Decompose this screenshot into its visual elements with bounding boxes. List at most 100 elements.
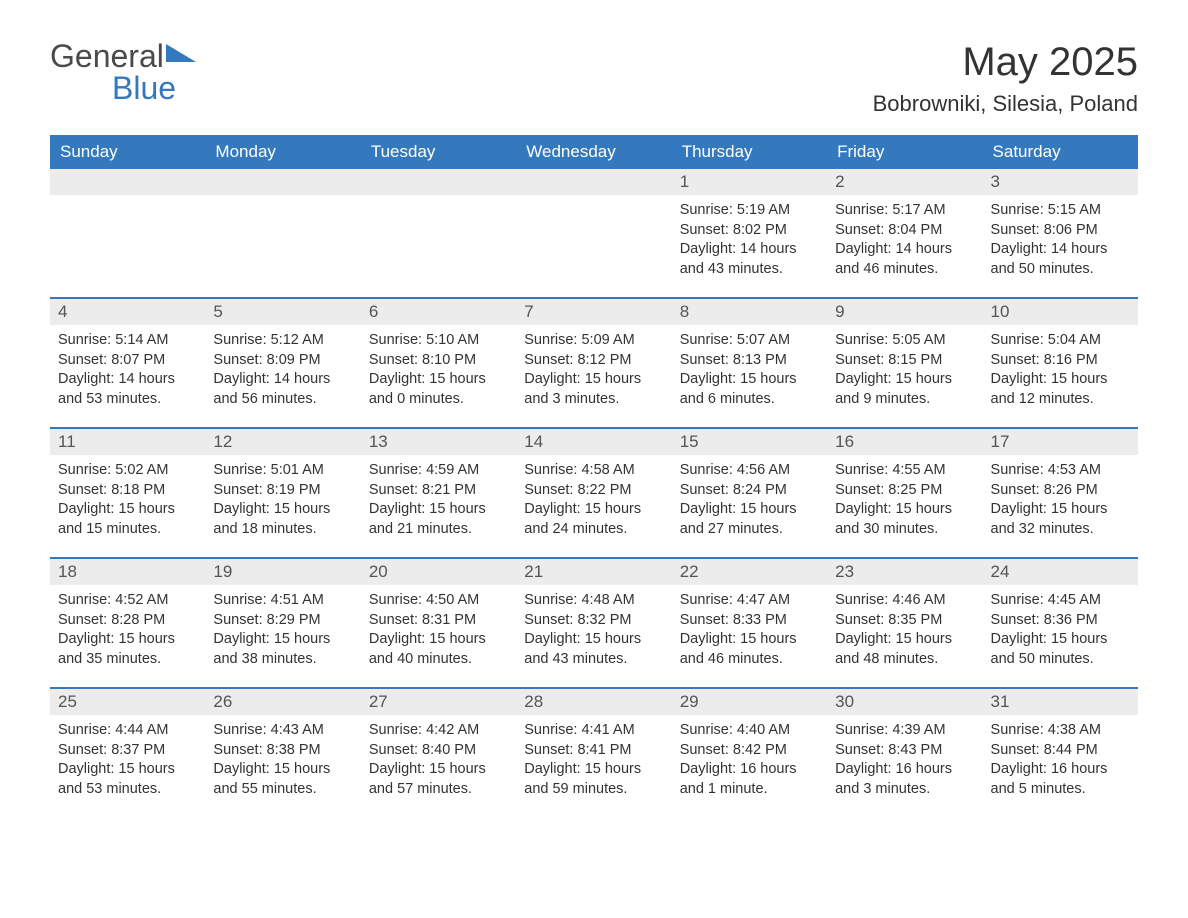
day-number: [50, 169, 205, 195]
logo: General Blue: [50, 40, 196, 104]
day-body: Sunrise: 4:56 AMSunset: 8:24 PMDaylight:…: [672, 455, 827, 547]
sunrise-text: Sunrise: 4:46 AM: [835, 591, 974, 611]
daylight-text: Daylight: 14 hours and 50 minutes.: [991, 240, 1130, 279]
day-cell: 1Sunrise: 5:19 AMSunset: 8:02 PMDaylight…: [672, 169, 827, 297]
sunrise-text: Sunrise: 5:12 AM: [213, 331, 352, 351]
day-body: Sunrise: 4:53 AMSunset: 8:26 PMDaylight:…: [983, 455, 1138, 547]
daylight-text: Daylight: 16 hours and 3 minutes.: [835, 760, 974, 799]
sunset-text: Sunset: 8:28 PM: [58, 611, 197, 631]
month-title: May 2025: [873, 40, 1138, 85]
sunset-text: Sunset: 8:32 PM: [524, 611, 663, 631]
sunset-text: Sunset: 8:36 PM: [991, 611, 1130, 631]
day-body: Sunrise: 4:46 AMSunset: 8:35 PMDaylight:…: [827, 585, 982, 677]
sunset-text: Sunset: 8:24 PM: [680, 481, 819, 501]
weekday-header: Wednesday: [516, 135, 671, 169]
sunset-text: Sunset: 8:19 PM: [213, 481, 352, 501]
sunrise-text: Sunrise: 4:58 AM: [524, 461, 663, 481]
weekday-header-row: Sunday Monday Tuesday Wednesday Thursday…: [50, 135, 1138, 169]
day-cell: 23Sunrise: 4:46 AMSunset: 8:35 PMDayligh…: [827, 559, 982, 687]
sunset-text: Sunset: 8:37 PM: [58, 741, 197, 761]
daylight-text: Daylight: 15 hours and 43 minutes.: [524, 630, 663, 669]
location-subtitle: Bobrowniki, Silesia, Poland: [873, 91, 1138, 117]
header-row: General Blue May 2025 Bobrowniki, Silesi…: [50, 40, 1138, 117]
daylight-text: Daylight: 15 hours and 3 minutes.: [524, 370, 663, 409]
day-body: Sunrise: 4:39 AMSunset: 8:43 PMDaylight:…: [827, 715, 982, 807]
day-cell: 11Sunrise: 5:02 AMSunset: 8:18 PMDayligh…: [50, 429, 205, 557]
day-body: Sunrise: 4:44 AMSunset: 8:37 PMDaylight:…: [50, 715, 205, 807]
sunrise-text: Sunrise: 4:39 AM: [835, 721, 974, 741]
weekday-header: Thursday: [672, 135, 827, 169]
daylight-text: Daylight: 15 hours and 0 minutes.: [369, 370, 508, 409]
daylight-text: Daylight: 15 hours and 32 minutes.: [991, 500, 1130, 539]
daylight-text: Daylight: 15 hours and 40 minutes.: [369, 630, 508, 669]
daylight-text: Daylight: 15 hours and 15 minutes.: [58, 500, 197, 539]
day-body: Sunrise: 5:17 AMSunset: 8:04 PMDaylight:…: [827, 195, 982, 287]
day-body: Sunrise: 5:14 AMSunset: 8:07 PMDaylight:…: [50, 325, 205, 417]
sunset-text: Sunset: 8:04 PM: [835, 221, 974, 241]
day-number: 3: [983, 169, 1138, 195]
day-cell: 31Sunrise: 4:38 AMSunset: 8:44 PMDayligh…: [983, 689, 1138, 817]
weeks-container: 1Sunrise: 5:19 AMSunset: 8:02 PMDaylight…: [50, 169, 1138, 817]
sunrise-text: Sunrise: 4:41 AM: [524, 721, 663, 741]
sunrise-text: Sunrise: 4:40 AM: [680, 721, 819, 741]
day-number: 25: [50, 689, 205, 715]
sunrise-text: Sunrise: 5:07 AM: [680, 331, 819, 351]
sunset-text: Sunset: 8:13 PM: [680, 351, 819, 371]
day-number: 31: [983, 689, 1138, 715]
daylight-text: Daylight: 15 hours and 21 minutes.: [369, 500, 508, 539]
sunrise-text: Sunrise: 5:01 AM: [213, 461, 352, 481]
day-cell: 6Sunrise: 5:10 AMSunset: 8:10 PMDaylight…: [361, 299, 516, 427]
daylight-text: Daylight: 15 hours and 46 minutes.: [680, 630, 819, 669]
day-cell: 29Sunrise: 4:40 AMSunset: 8:42 PMDayligh…: [672, 689, 827, 817]
day-cell: [516, 169, 671, 297]
day-body: Sunrise: 4:47 AMSunset: 8:33 PMDaylight:…: [672, 585, 827, 677]
logo-text-general: General: [50, 38, 164, 74]
sunrise-text: Sunrise: 4:53 AM: [991, 461, 1130, 481]
calendar: Sunday Monday Tuesday Wednesday Thursday…: [50, 135, 1138, 817]
day-number: 11: [50, 429, 205, 455]
day-body: Sunrise: 4:51 AMSunset: 8:29 PMDaylight:…: [205, 585, 360, 677]
day-cell: 13Sunrise: 4:59 AMSunset: 8:21 PMDayligh…: [361, 429, 516, 557]
logo-text-blue: Blue: [112, 70, 176, 106]
day-number: 9: [827, 299, 982, 325]
day-number: 20: [361, 559, 516, 585]
day-number: 24: [983, 559, 1138, 585]
day-body: Sunrise: 4:50 AMSunset: 8:31 PMDaylight:…: [361, 585, 516, 677]
day-body: Sunrise: 5:04 AMSunset: 8:16 PMDaylight:…: [983, 325, 1138, 417]
sunrise-text: Sunrise: 5:10 AM: [369, 331, 508, 351]
day-cell: 30Sunrise: 4:39 AMSunset: 8:43 PMDayligh…: [827, 689, 982, 817]
day-number: 28: [516, 689, 671, 715]
week-row: 4Sunrise: 5:14 AMSunset: 8:07 PMDaylight…: [50, 297, 1138, 427]
sunrise-text: Sunrise: 4:47 AM: [680, 591, 819, 611]
weekday-header: Friday: [827, 135, 982, 169]
day-number: 6: [361, 299, 516, 325]
sunset-text: Sunset: 8:07 PM: [58, 351, 197, 371]
sunset-text: Sunset: 8:06 PM: [991, 221, 1130, 241]
sunset-text: Sunset: 8:25 PM: [835, 481, 974, 501]
sunset-text: Sunset: 8:29 PM: [213, 611, 352, 631]
day-body: Sunrise: 4:40 AMSunset: 8:42 PMDaylight:…: [672, 715, 827, 807]
sunrise-text: Sunrise: 4:38 AM: [991, 721, 1130, 741]
week-row: 1Sunrise: 5:19 AMSunset: 8:02 PMDaylight…: [50, 169, 1138, 297]
weekday-header: Saturday: [983, 135, 1138, 169]
sunset-text: Sunset: 8:12 PM: [524, 351, 663, 371]
sunrise-text: Sunrise: 4:56 AM: [680, 461, 819, 481]
daylight-text: Daylight: 15 hours and 9 minutes.: [835, 370, 974, 409]
daylight-text: Daylight: 15 hours and 18 minutes.: [213, 500, 352, 539]
day-cell: 27Sunrise: 4:42 AMSunset: 8:40 PMDayligh…: [361, 689, 516, 817]
day-body: Sunrise: 5:01 AMSunset: 8:19 PMDaylight:…: [205, 455, 360, 547]
day-cell: 4Sunrise: 5:14 AMSunset: 8:07 PMDaylight…: [50, 299, 205, 427]
day-number: 30: [827, 689, 982, 715]
daylight-text: Daylight: 15 hours and 57 minutes.: [369, 760, 508, 799]
day-body: Sunrise: 5:10 AMSunset: 8:10 PMDaylight:…: [361, 325, 516, 417]
daylight-text: Daylight: 14 hours and 53 minutes.: [58, 370, 197, 409]
title-block: May 2025 Bobrowniki, Silesia, Poland: [873, 40, 1138, 117]
sunrise-text: Sunrise: 4:51 AM: [213, 591, 352, 611]
sunset-text: Sunset: 8:42 PM: [680, 741, 819, 761]
day-cell: 19Sunrise: 4:51 AMSunset: 8:29 PMDayligh…: [205, 559, 360, 687]
day-cell: 20Sunrise: 4:50 AMSunset: 8:31 PMDayligh…: [361, 559, 516, 687]
sunrise-text: Sunrise: 5:04 AM: [991, 331, 1130, 351]
daylight-text: Daylight: 15 hours and 59 minutes.: [524, 760, 663, 799]
daylight-text: Daylight: 15 hours and 12 minutes.: [991, 370, 1130, 409]
day-body: Sunrise: 4:55 AMSunset: 8:25 PMDaylight:…: [827, 455, 982, 547]
